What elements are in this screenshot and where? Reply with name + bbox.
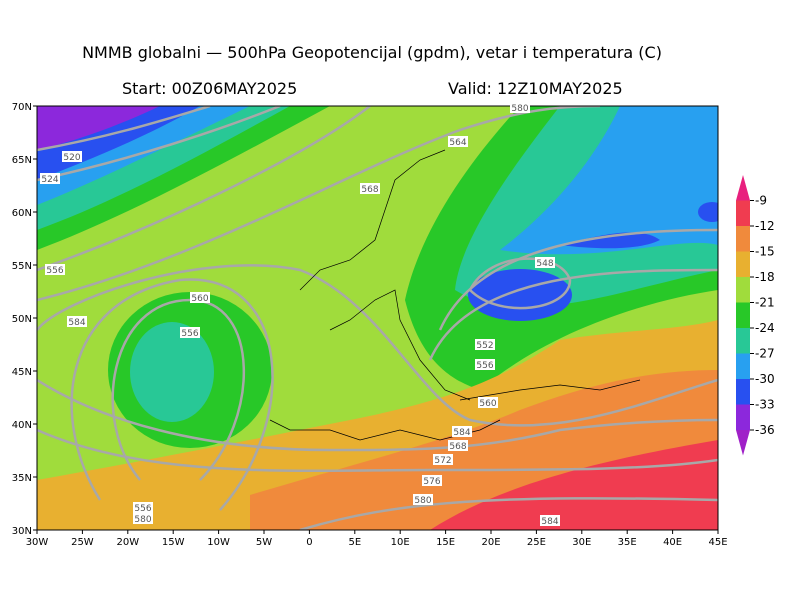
lat-label: 35N [12, 473, 32, 484]
contour-label-bg [540, 515, 560, 526]
contour-label: 584 [453, 428, 470, 438]
contour-label-bg [180, 327, 200, 338]
lon-label: 40E [663, 537, 682, 548]
temperature-field [37, 106, 718, 530]
contour-label: 584 [68, 318, 85, 328]
colorbar-label: -30 [755, 372, 775, 386]
lat-label: 65N [12, 155, 32, 166]
lat-label: 55N [12, 261, 32, 272]
lon-label: 30W [26, 537, 49, 548]
contour-label: 556 [476, 361, 493, 371]
lon-label: 10E [391, 537, 410, 548]
colorbar: -9 -12 -15 -18 -21 -24 -27 -30 -33 -36 [736, 175, 775, 456]
contour-label-bg [413, 494, 433, 505]
contour-label: 580 [511, 104, 528, 114]
lat-label: 45N [12, 367, 32, 378]
colorbar-segment [736, 251, 750, 277]
lon-label: 5E [348, 537, 361, 548]
colorbar-label: -12 [755, 219, 775, 233]
lon-label: 10W [207, 537, 230, 548]
valid-time: Valid: 12Z10MAY2025 [448, 79, 623, 98]
contour-label: 524 [41, 175, 58, 185]
lon-label: 35E [618, 537, 637, 548]
contour-label: 556 [134, 504, 151, 514]
axes: 30W 25W 20W 15W 10W 5W 0 5E 10E 15E 20E 25E 30E 35E 40… [12, 102, 728, 548]
contour-label: 568 [449, 442, 466, 452]
lon-label: 45E [708, 537, 727, 548]
contour-label: 552 [476, 341, 493, 351]
contour-label-bg [133, 513, 153, 524]
contour-label-bg [45, 264, 65, 275]
contour-label-bg [535, 257, 555, 268]
contour-label-bg [190, 292, 210, 303]
contour-label: 556 [181, 329, 198, 339]
lon-label: 20W [116, 537, 139, 548]
contour-label-bg [433, 454, 453, 465]
colorbar-segment [736, 302, 750, 328]
contour-label-bg [133, 502, 153, 513]
lat-label: 30N [12, 526, 32, 537]
lon-label: 30E [572, 537, 591, 548]
contour-label: 564 [449, 138, 466, 148]
colorbar-label: -9 [755, 194, 767, 208]
colorbar-tip [736, 430, 750, 456]
contour-label: 560 [479, 399, 496, 409]
colorbar-segment [736, 328, 750, 354]
contour-label-bg [475, 339, 495, 350]
lon-label: 0 [306, 537, 312, 548]
contour-label-bg [510, 102, 530, 113]
contour-label-bg [62, 151, 82, 162]
contour-label: 572 [434, 456, 451, 466]
contour-label-bg [448, 440, 468, 451]
colorbar-label: -27 [755, 347, 775, 361]
title: NMMB globalni — 500hPa Geopotencijal (gp… [82, 43, 662, 62]
colorbar-segment [736, 353, 750, 379]
contour-label-bg [448, 136, 468, 147]
lon-label: 25W [71, 537, 94, 548]
lat-label: 50N [12, 314, 32, 325]
contour-label-bg [475, 359, 495, 370]
lon-label: 20E [481, 537, 500, 548]
contour-label-bg [67, 316, 87, 327]
contour-label-bg [40, 173, 60, 184]
contour-label-bg [478, 397, 498, 408]
contour-label: 576 [423, 477, 440, 487]
contour-labels: 580 520 524 564 568 556 548 560 584 556 552 556 560 5… [40, 102, 560, 527]
colorbar-segment [736, 404, 750, 430]
lat-label: 70N [12, 102, 32, 113]
colorbar-label: -36 [755, 423, 775, 437]
lon-label: 5W [256, 537, 272, 548]
contour-label: 584 [541, 517, 558, 527]
contour-label-bg [360, 183, 380, 194]
colorbar-tip [736, 175, 750, 201]
lat-label: 60N [12, 208, 32, 219]
colorbar-label: -15 [755, 245, 775, 259]
contour-label: 580 [134, 515, 151, 525]
contour-label: 520 [63, 153, 80, 163]
lon-label: 15W [162, 537, 185, 548]
contour-label: 548 [536, 259, 553, 269]
start-time: Start: 00Z06MAY2025 [122, 79, 297, 98]
lon-label: 25E [527, 537, 546, 548]
contour-label-bg [452, 426, 472, 437]
lat-label: 40N [12, 420, 32, 431]
colorbar-segment [736, 200, 750, 226]
contour-label: 560 [191, 294, 208, 304]
colorbar-label: -18 [755, 270, 775, 284]
colorbar-label: -24 [755, 321, 775, 335]
contour-label: 580 [414, 496, 431, 506]
colorbar-label: -21 [755, 296, 775, 310]
colorbar-segment [736, 379, 750, 405]
contour-label: 568 [361, 185, 378, 195]
contour-label: 556 [46, 266, 63, 276]
colorbar-segment [736, 277, 750, 303]
colorbar-segment [736, 226, 750, 252]
colorbar-label: -33 [755, 398, 775, 412]
contour-label-bg [422, 475, 442, 486]
lon-label: 15E [436, 537, 455, 548]
